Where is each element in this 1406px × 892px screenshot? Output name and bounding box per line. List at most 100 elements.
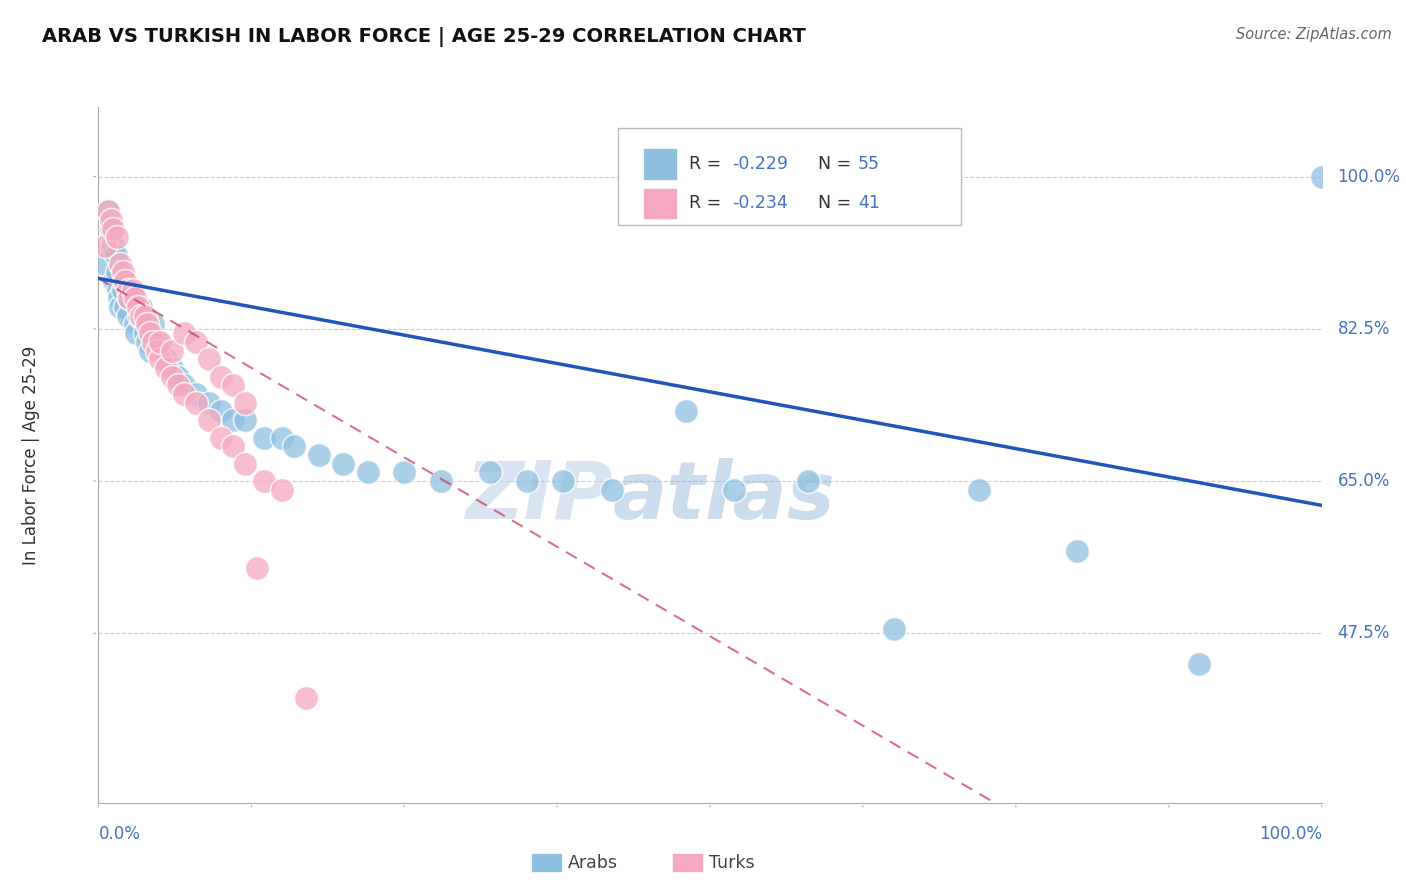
Text: -0.229: -0.229 — [733, 155, 787, 173]
Point — [134, 326, 156, 341]
Point — [160, 360, 183, 375]
Text: atlas: atlas — [612, 458, 835, 536]
Point — [167, 369, 190, 384]
Point — [107, 283, 129, 297]
Point — [101, 239, 124, 253]
Point — [167, 378, 190, 392]
Point — [114, 274, 136, 288]
Point — [124, 291, 146, 305]
Point — [967, 483, 990, 497]
Point — [209, 431, 232, 445]
Point — [155, 352, 177, 367]
Point — [105, 230, 128, 244]
Point — [114, 300, 136, 314]
Text: Source: ZipAtlas.com: Source: ZipAtlas.com — [1236, 27, 1392, 42]
Point — [155, 360, 177, 375]
Text: In Labor Force | Age 25-29: In Labor Force | Age 25-29 — [22, 345, 41, 565]
Point — [173, 387, 195, 401]
Text: 47.5%: 47.5% — [1337, 624, 1391, 642]
Point — [149, 352, 172, 367]
Point — [110, 300, 132, 314]
Point — [146, 343, 169, 358]
Point — [478, 466, 501, 480]
Point — [112, 274, 135, 288]
Point — [222, 439, 245, 453]
Text: 0.0%: 0.0% — [98, 824, 141, 843]
Text: Arabs: Arabs — [568, 855, 619, 872]
Point — [515, 474, 537, 488]
Point — [111, 283, 134, 297]
Point — [105, 265, 128, 279]
Point — [108, 291, 131, 305]
Point — [128, 309, 150, 323]
Point — [142, 318, 165, 332]
Text: 82.5%: 82.5% — [1337, 320, 1391, 338]
Point — [222, 413, 245, 427]
Point — [136, 334, 159, 349]
Point — [1188, 657, 1211, 671]
Point — [430, 474, 453, 488]
Point — [332, 457, 354, 471]
Point — [246, 561, 269, 575]
Text: ZIP: ZIP — [465, 458, 612, 536]
Point — [125, 326, 148, 341]
Point — [233, 413, 256, 427]
Point — [136, 318, 159, 332]
Point — [142, 334, 165, 349]
Text: N =: N = — [818, 155, 856, 173]
Point — [129, 300, 152, 314]
Text: N =: N = — [818, 194, 856, 212]
Point — [117, 283, 139, 297]
Point — [209, 404, 232, 418]
Point — [197, 352, 219, 367]
Point — [118, 291, 141, 305]
Point — [127, 300, 149, 314]
Point — [110, 257, 132, 271]
Point — [101, 222, 124, 236]
Point — [1310, 169, 1333, 184]
Point — [97, 204, 120, 219]
Point — [117, 309, 139, 323]
Point — [209, 369, 232, 384]
Text: -0.234: -0.234 — [733, 194, 787, 212]
FancyBboxPatch shape — [643, 187, 678, 219]
Point — [186, 396, 208, 410]
Point — [186, 387, 208, 401]
Point — [197, 396, 219, 410]
Point — [139, 326, 162, 341]
Point — [600, 483, 623, 497]
Point — [121, 283, 143, 297]
Point — [222, 378, 245, 392]
Point — [146, 334, 169, 349]
Point — [553, 474, 575, 488]
Point — [97, 204, 120, 219]
Point — [103, 274, 125, 288]
Point — [149, 334, 172, 349]
Point — [134, 309, 156, 323]
Point — [883, 622, 905, 636]
Text: R =: R = — [689, 194, 727, 212]
Point — [160, 343, 183, 358]
Point — [392, 466, 416, 480]
Point — [160, 369, 183, 384]
FancyBboxPatch shape — [619, 128, 960, 226]
Point — [283, 439, 305, 453]
Point — [118, 291, 141, 305]
FancyBboxPatch shape — [643, 148, 678, 180]
Point — [252, 431, 274, 445]
Text: 41: 41 — [858, 194, 880, 212]
Point — [1066, 543, 1088, 558]
Point — [233, 457, 256, 471]
Point — [139, 343, 162, 358]
Point — [675, 404, 697, 418]
Point — [173, 378, 195, 392]
Point — [111, 265, 134, 279]
Text: 65.0%: 65.0% — [1337, 472, 1391, 490]
Point — [100, 213, 122, 227]
Point — [233, 396, 256, 410]
Point — [797, 474, 820, 488]
Text: R =: R = — [689, 155, 727, 173]
Point — [93, 239, 115, 253]
Point — [270, 483, 294, 497]
Point — [197, 413, 219, 427]
